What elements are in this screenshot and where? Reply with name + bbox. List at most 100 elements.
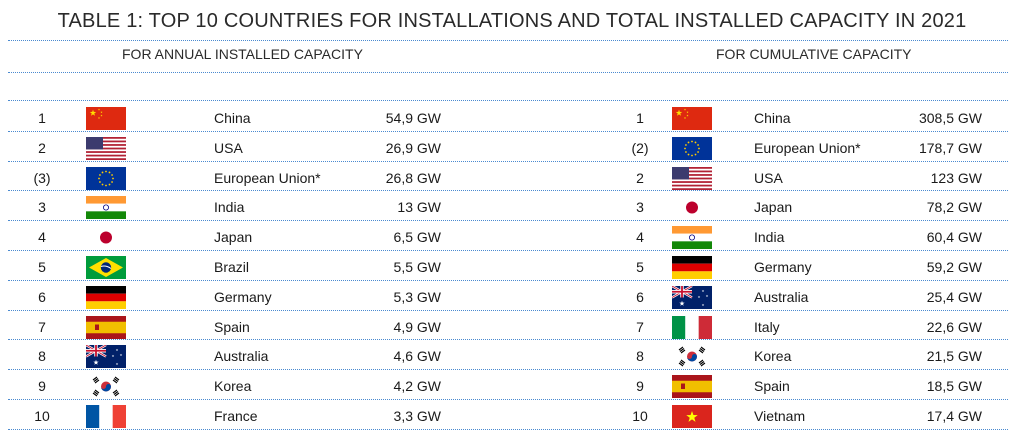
cumulative-country: India xyxy=(754,229,785,246)
cumulative-rank: 10 xyxy=(632,408,648,424)
annual-capacity-value: 5,5 GW xyxy=(393,259,441,275)
table-row: (3) European Union* 26,8 GW 2 USA 123 GW xyxy=(0,163,1024,193)
table-title: TABLE 1: TOP 10 COUNTRIES FOR INSTALLATI… xyxy=(57,10,967,32)
annual-capacity-value: 3,3 GW xyxy=(393,408,441,424)
cumulative-country: European Union* xyxy=(754,139,861,156)
germany-flag-icon xyxy=(672,256,712,279)
annual-capacity-value: 6,5 GW xyxy=(393,229,441,246)
annual-country: European Union* xyxy=(214,169,321,186)
annual-country: France xyxy=(214,408,258,424)
vietnam-flag-icon xyxy=(672,405,712,428)
annual-rank: 3 xyxy=(38,199,46,216)
table-row: 6 Germany 5,3 GW 6 Australia 25,4 GW xyxy=(0,282,1024,312)
cumulative-country: Italy xyxy=(754,318,780,335)
cumulative-rank: 7 xyxy=(636,318,644,335)
row-divider xyxy=(8,428,1008,430)
cumulative-capacity-value: 78,2 GW xyxy=(926,199,982,216)
cumulative-rank: 4 xyxy=(636,229,644,246)
korea-flag-icon xyxy=(86,375,126,399)
cumulative-rank: 8 xyxy=(636,348,644,365)
row-divider xyxy=(8,279,1008,281)
annual-capacity-value: 4,6 GW xyxy=(393,348,441,365)
cumulative-capacity-value: 59,2 GW xyxy=(926,259,982,275)
spain-flag-icon xyxy=(86,315,126,339)
germany-flag-icon xyxy=(86,285,126,309)
cumulative-rank: 6 xyxy=(636,288,644,305)
cumulative-capacity-value: 123 GW xyxy=(930,169,982,186)
usa-flag-icon xyxy=(86,136,126,160)
annual-rank: 4 xyxy=(38,229,46,246)
annual-capacity-value: 13 GW xyxy=(397,199,441,216)
annual-rank: 5 xyxy=(38,259,46,275)
annual-capacity-value: 26,9 GW xyxy=(385,139,441,156)
cumulative-country: USA xyxy=(754,169,783,186)
annual-rank: 7 xyxy=(38,318,46,335)
cumulative-capacity-value: 308,5 GW xyxy=(918,110,982,126)
cumulative-capacity-value: 178,7 GW xyxy=(918,139,982,156)
cumulative-subtitle: FOR CUMULATIVE CAPACITY xyxy=(716,46,912,62)
table-row: 1 China 54,9 GW 1 China 308,5 GW xyxy=(0,103,1024,133)
row-divider xyxy=(8,220,1008,222)
table-row: 10 France 3,3 GW 10 Vietnam 17,4 GW xyxy=(0,401,1024,431)
row-divider xyxy=(8,190,1008,192)
cumulative-rank: 5 xyxy=(636,259,644,275)
annual-rank: 6 xyxy=(38,288,46,305)
row-divider xyxy=(8,130,1008,132)
annual-country: USA xyxy=(214,139,243,156)
cumulative-country: China xyxy=(754,110,791,126)
annual-rank: 1 xyxy=(38,110,46,126)
annual-rank: (3) xyxy=(33,169,51,186)
row-divider xyxy=(8,160,1008,162)
japan-flag-icon xyxy=(672,196,712,220)
row-divider xyxy=(8,339,1008,341)
annual-capacity-value: 54,9 GW xyxy=(385,110,441,126)
usa-flag-icon xyxy=(672,166,712,190)
divider xyxy=(8,72,1008,73)
eu-flag-icon xyxy=(86,166,126,190)
annual-rank: 10 xyxy=(34,408,50,424)
china-flag-icon xyxy=(672,107,712,130)
divider xyxy=(8,40,1008,41)
annual-subtitle: FOR ANNUAL INSTALLED CAPACITY xyxy=(122,46,363,62)
cumulative-capacity-value: 17,4 GW xyxy=(926,408,982,424)
eu-flag-icon xyxy=(672,136,712,160)
annual-rank: 9 xyxy=(38,378,46,395)
table-row: 8 Australia 4,6 GW 8 Korea 21,5 GW xyxy=(0,341,1024,371)
cumulative-country: Korea xyxy=(754,348,792,365)
annual-capacity-value: 4,9 GW xyxy=(393,318,441,335)
annual-capacity-value: 4,2 GW xyxy=(393,378,441,395)
cumulative-country: Japan xyxy=(754,199,793,216)
cumulative-country: Vietnam xyxy=(754,408,806,424)
annual-capacity-value: 26,8 GW xyxy=(385,169,441,186)
table-row: 5 Brazil 5,5 GW 5 Germany 59,2 GW xyxy=(0,252,1024,282)
table-row: 9 Korea 4,2 GW 9 Spain 18,5 GW xyxy=(0,371,1024,401)
cumulative-rank: 2 xyxy=(636,169,644,186)
annual-country: Germany xyxy=(214,288,272,305)
annual-rank: 8 xyxy=(38,348,46,365)
cumulative-country: Spain xyxy=(754,378,790,395)
annual-country: Spain xyxy=(214,318,250,335)
cumulative-capacity-value: 21,5 GW xyxy=(926,348,982,365)
korea-flag-icon xyxy=(672,345,712,369)
australia-flag-icon xyxy=(672,285,712,309)
annual-rank: 2 xyxy=(38,139,46,156)
cumulative-rank: 1 xyxy=(636,110,644,126)
annual-country: Brazil xyxy=(214,259,250,275)
spain-flag-icon xyxy=(672,375,712,399)
cumulative-capacity-value: 25,4 GW xyxy=(926,288,982,305)
brazil-flag-icon xyxy=(86,256,126,279)
row-divider xyxy=(8,399,1008,400)
annual-country: Australia xyxy=(214,348,269,365)
italy-flag-icon xyxy=(672,315,712,339)
annual-country: India xyxy=(214,199,245,216)
france-flag-icon xyxy=(86,405,126,428)
india-flag-icon xyxy=(672,226,712,250)
cumulative-country: Germany xyxy=(754,259,812,275)
table-row: 3 India 13 GW 3 Japan 78,2 GW xyxy=(0,192,1024,222)
table-row: 4 Japan 6,5 GW 4 India 60,4 GW xyxy=(0,222,1024,252)
table-row: 2 USA 26,9 GW (2) European Union* 178,7 GW xyxy=(0,133,1024,163)
cumulative-rank: (2) xyxy=(631,139,649,156)
india-flag-icon xyxy=(86,196,126,220)
australia-flag-icon xyxy=(86,345,126,369)
cumulative-country: Australia xyxy=(754,288,809,305)
